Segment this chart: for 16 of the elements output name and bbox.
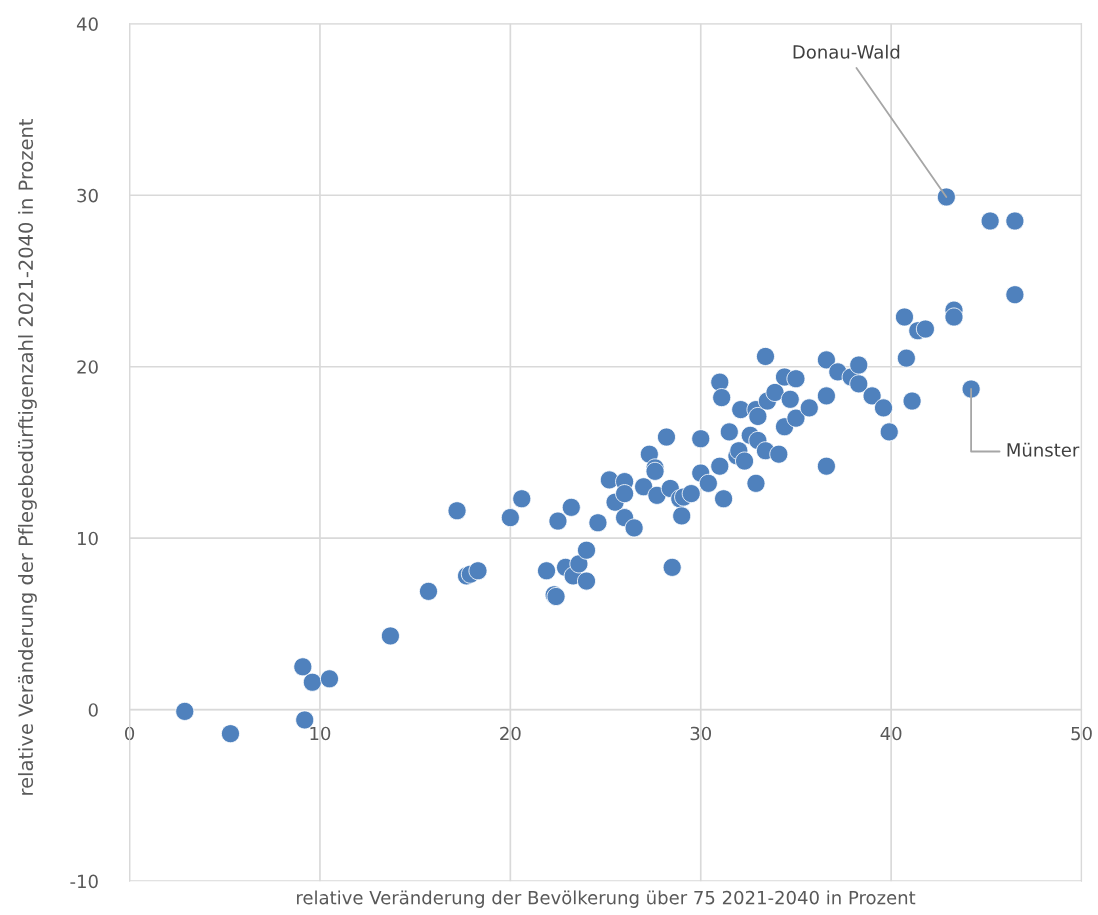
annotation: Donau-Wald bbox=[793, 44, 900, 59]
y-tick-label: 40 bbox=[76, 17, 98, 31]
y-tick-label: 30 bbox=[77, 188, 98, 203]
y-tick-label: 10 bbox=[78, 531, 98, 546]
x-tick-label: 30 bbox=[690, 726, 712, 741]
annotation: Münster bbox=[1007, 442, 1080, 457]
y-tick-label: 20 bbox=[77, 360, 98, 374]
x-tick-label: 50 bbox=[1071, 726, 1092, 741]
y-tick-label: 0 bbox=[88, 703, 98, 717]
y-axis-title: relative Veränderung der Pflegebedürftigenzahl 2021-2040 in Prozent bbox=[18, 119, 37, 795]
x-tick-label: 10 bbox=[310, 726, 331, 741]
x-tick-label: 0 bbox=[125, 726, 135, 741]
x-axis-title: relative Veränderung der Bevölkerung über 75 2021-2040 in Prozent bbox=[297, 890, 916, 908]
x-tick-label: 40 bbox=[880, 726, 902, 741]
y-tick-label: -10 bbox=[70, 874, 98, 889]
x-tick-label: 20 bbox=[500, 726, 521, 741]
